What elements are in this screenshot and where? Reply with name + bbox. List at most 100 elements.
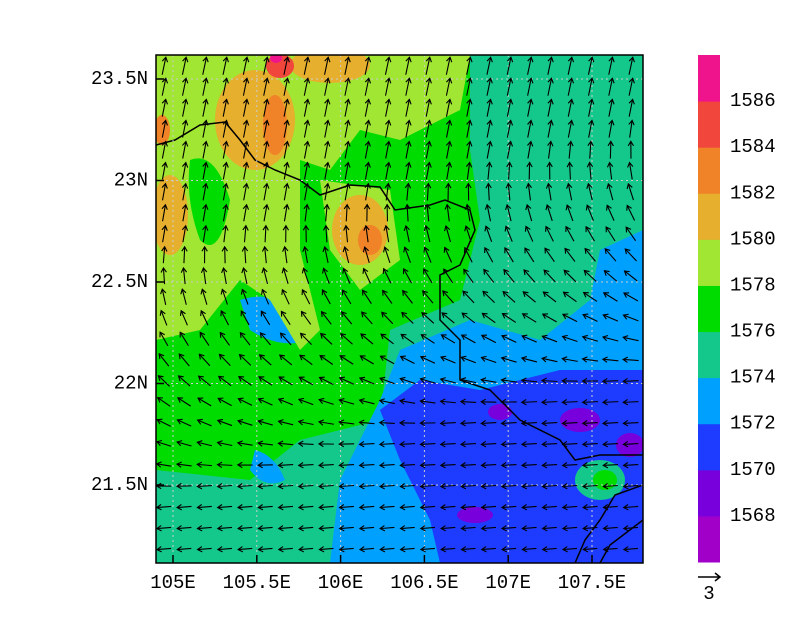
wind-arrow [157,374,170,387]
wind-arrow [419,462,436,469]
colorbar-label: 1568 [730,505,776,527]
wind-arrow [257,419,273,426]
wind-arrow [463,268,474,283]
wind-arrow [363,224,370,243]
wind-arrow [527,119,534,138]
wind-arrow [445,98,453,117]
wind-arrow [484,225,493,242]
wind-arrow [403,246,411,263]
wind-arrow [506,161,513,180]
wind-arrow [216,461,233,469]
wind-arrow [419,355,436,364]
wind-arrow [563,269,577,283]
wind-arrow [283,203,290,222]
colorbar-label: 1572 [730,413,776,435]
wind-arrow [380,333,394,345]
wind-arrow [545,182,553,201]
wind-arrow [542,291,557,303]
wind-arrow [399,462,416,469]
wind-arrow [402,267,413,284]
wind-arrow [480,334,497,344]
wind-arrow [581,356,599,363]
wind-arrow [565,225,575,242]
y-tick-label: 21.5N [91,474,148,496]
wind-arrow [561,398,578,406]
wind-arrow [338,398,355,405]
wind-arrow [602,546,618,553]
plot-frame [155,54,644,564]
wind-arrow [358,462,375,469]
wind-arrow [324,119,331,138]
wind-arrow [344,77,351,96]
wind-arrow [425,161,432,180]
wind-arrow [622,377,639,385]
wind-arrow [459,420,477,427]
wind-arrow [561,420,578,427]
wind-arrow [364,161,371,180]
wind-arrow [280,310,291,325]
wind-arrow [324,140,331,159]
contour-fill [290,55,370,83]
wind-arrow [321,289,331,305]
colorbar-swatch [698,101,720,148]
wind-arrow [196,546,212,553]
wind-arrow [460,334,476,344]
wind-arrow [257,504,273,511]
wind-arrow [344,140,351,159]
wind-arrow [486,140,493,159]
wind-arrow [257,525,273,532]
colorbar-label: 1580 [730,228,776,250]
wind-arrow [605,226,616,242]
wind-arrow [216,440,233,447]
wind-arrow [419,376,436,384]
wind-arrow [263,119,270,138]
wind-arrow [182,98,189,117]
wind-arrow [182,119,189,138]
wind-arrow [196,483,212,490]
wind-arrow [303,98,311,117]
wind-arrow [303,161,311,180]
wind-arrow [503,268,515,283]
wind-arrow [480,483,497,490]
wind-arrow [541,398,558,406]
wind-arrow [584,247,596,262]
wind-arrow [236,504,253,511]
wind-arrow [622,398,639,406]
wind-arrow [480,525,496,532]
wind-arrow [202,224,209,243]
wind-arrow [379,376,395,385]
wind-arrow [440,334,456,344]
wind-arrow [602,504,618,511]
wind-arrow [459,398,477,405]
wind-arrow [196,418,212,427]
wind-arrow [237,397,253,406]
wind-arrow [399,483,415,490]
wind-arrow [277,525,293,532]
wind-arrow [242,56,250,75]
wind-arrow [439,483,456,490]
wind-arrow [279,332,292,346]
wind-arrow [238,353,252,366]
wind-arrow [261,267,269,285]
wind-arrow [385,98,392,117]
wind-arrow [521,483,537,490]
wind-arrow [384,203,391,222]
wind-arrow [317,440,334,448]
wind-arrow [480,398,497,406]
colorbar-swatch [698,423,720,471]
wind-arrow [465,161,473,180]
wind-arrow [202,56,209,75]
wind-arrow [541,546,557,553]
wind-arrow [299,354,313,366]
wind-arrow [561,504,578,511]
wind-arrow [379,546,395,553]
wind-arrow [484,203,492,222]
wind-arrow [420,334,435,344]
wind-arrow [583,269,597,282]
wind-arrow [161,98,169,117]
wind-arrow [445,161,453,180]
wind-arrow [399,355,415,365]
wind-arrow [338,440,355,448]
wind-arrow [301,267,310,284]
wind-arrow [382,267,392,284]
